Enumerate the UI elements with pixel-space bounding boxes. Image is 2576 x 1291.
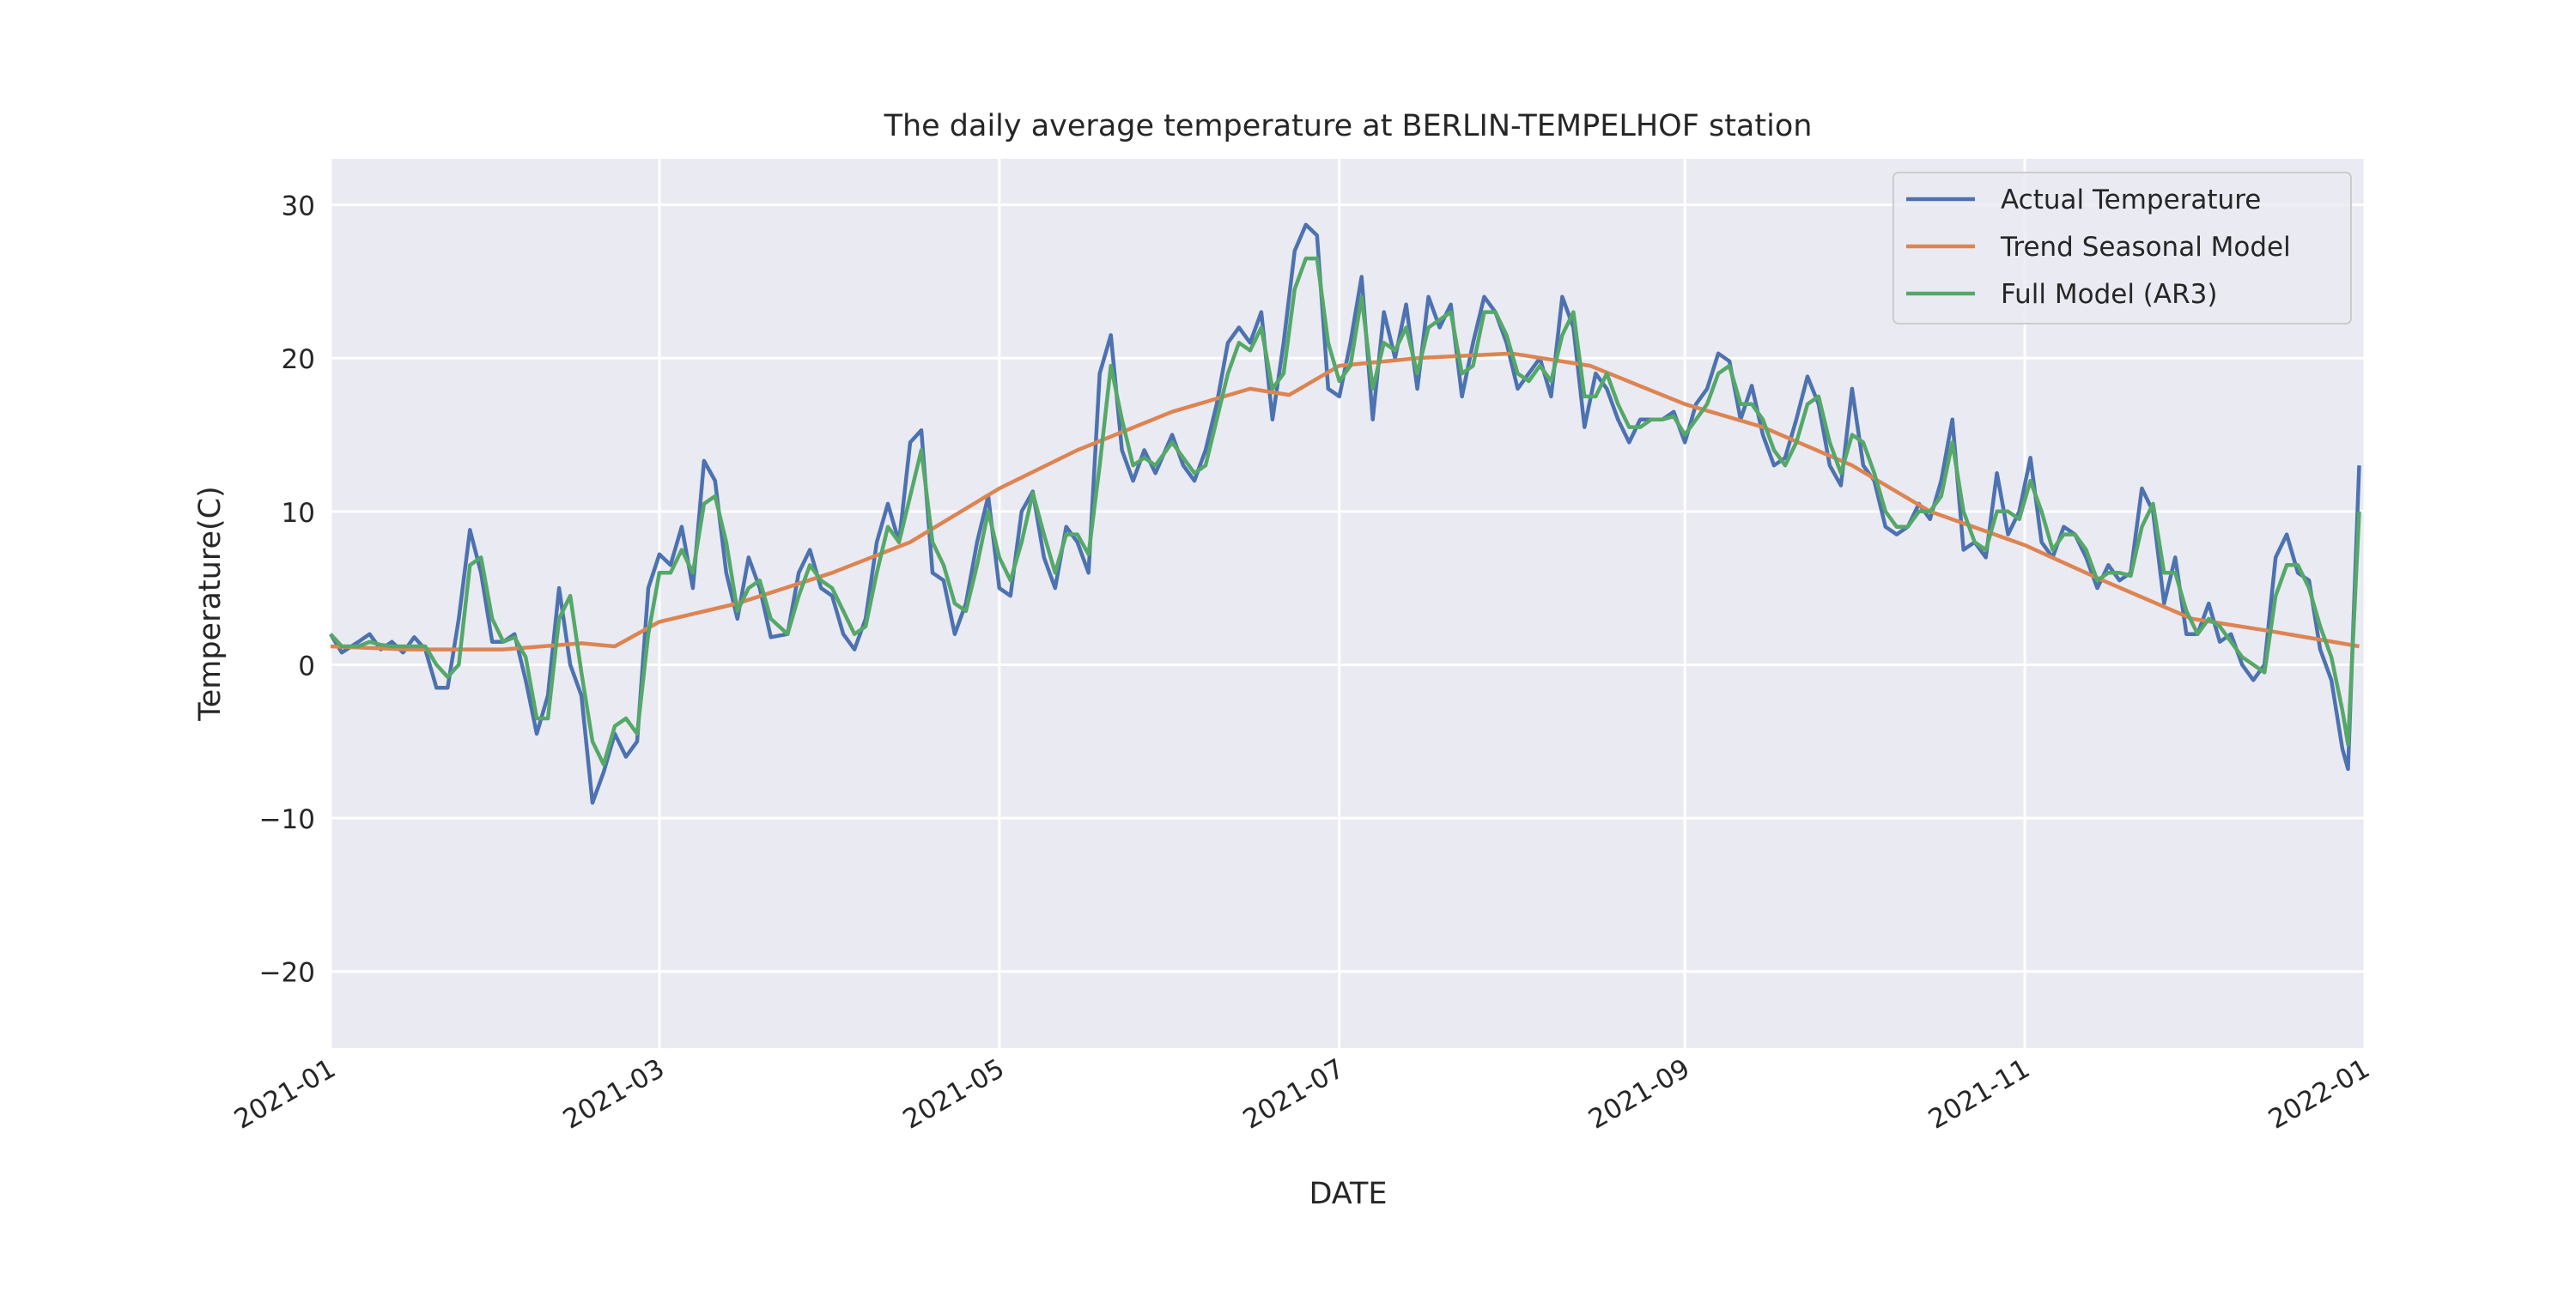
y-axis-label: Temperature(C) [193, 486, 228, 721]
series-lines [329, 222, 2361, 805]
legend-label: Full Model (AR3) [2001, 279, 2217, 310]
grid-lines [329, 159, 2366, 1048]
x-tick-label: 2021-09 [1583, 1053, 1695, 1136]
x-tick-label: 2021-11 [1923, 1053, 2035, 1136]
x-tick-label: 2021-03 [558, 1053, 670, 1136]
series-line-actual-temperature [329, 222, 2361, 805]
x-tick-label: 2022-01 [2263, 1053, 2375, 1136]
legend-label: Actual Temperature [2001, 185, 2261, 215]
x-tick-labels: 2021-01 2021-03 2021-05 2021-07 2021-09 2021-… [229, 1053, 2375, 1136]
y-tick-label: −10 [259, 804, 315, 835]
legend-label: Trend Seasonal Model [2000, 232, 2291, 263]
series-line-full-model-ar3 [329, 256, 2361, 767]
x-tick-label: 2021-05 [898, 1053, 1010, 1136]
y-tick-label: 10 [282, 498, 315, 529]
y-tick-label: 0 [298, 651, 315, 682]
x-tick-label: 2021-07 [1238, 1053, 1350, 1136]
x-axis-label: DATE [1309, 1177, 1387, 1211]
x-tick-label: 2021-01 [229, 1053, 341, 1136]
y-tick-labels: −20 −10 0 10 20 30 [259, 191, 315, 989]
chart-title: The daily average temperature at BERLIN-… [884, 109, 1813, 143]
y-tick-label: 20 [282, 344, 315, 375]
y-tick-label: −20 [259, 958, 315, 989]
series-line-trend-seasonal-model [330, 351, 2360, 652]
legend-box [1893, 172, 2352, 324]
legend: Actual Temperature Trend Seasonal Model Fu… [1893, 172, 2352, 324]
y-tick-label: 30 [282, 191, 315, 222]
